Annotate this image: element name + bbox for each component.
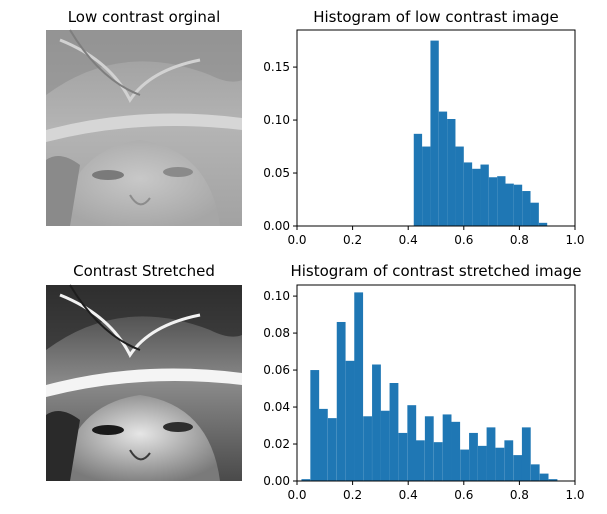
histogram-low-contrast-x-axis: 0.0 0.2 0.4 0.6 0.8 1.0 bbox=[287, 226, 585, 247]
x-tick-label: 0.4 bbox=[399, 233, 418, 247]
histogram-low-contrast-y-axis: 0.00 0.05 0.10 0.15 bbox=[263, 60, 297, 233]
histogram-contrast-stretched-bar bbox=[336, 321, 346, 481]
histogram-contrast-stretched-bar bbox=[442, 414, 452, 481]
histogram-low-contrast-bar bbox=[455, 146, 464, 226]
y-tick-label: 0.10 bbox=[263, 113, 290, 127]
histogram-contrast-stretched-bar bbox=[380, 410, 390, 481]
x-tick-label: 0.8 bbox=[510, 488, 529, 502]
histogram-low-contrast-bar bbox=[472, 168, 481, 226]
y-tick-label: 0.15 bbox=[263, 60, 290, 74]
y-tick-label: 0.10 bbox=[263, 289, 290, 303]
contrast-stretched-image-panel: Contrast Stretched bbox=[46, 262, 242, 481]
contrast-stretched-image-title: Contrast Stretched bbox=[73, 262, 215, 280]
y-tick-label: 0.06 bbox=[263, 363, 290, 377]
histogram-contrast-stretched-bar bbox=[318, 408, 328, 481]
histogram-contrast-stretched-bar bbox=[407, 405, 417, 481]
x-tick-label: 0.0 bbox=[287, 233, 306, 247]
histogram-contrast-stretched-bar bbox=[354, 292, 364, 481]
x-tick-label: 0.6 bbox=[454, 488, 473, 502]
low-contrast-image bbox=[46, 29, 242, 226]
histogram-contrast-stretched-bar bbox=[398, 432, 408, 481]
histogram-low-contrast-bar bbox=[422, 146, 431, 226]
histogram-contrast-stretched-bar bbox=[372, 364, 381, 481]
histogram-low-contrast-bar bbox=[522, 191, 531, 226]
histogram-contrast-stretched-bar bbox=[389, 383, 399, 481]
histogram-contrast-stretched-bar bbox=[504, 440, 514, 481]
histogram-contrast-stretched-bar bbox=[469, 432, 478, 481]
histogram-low-contrast-bar bbox=[463, 162, 473, 226]
histogram-contrast-stretched-bar bbox=[310, 370, 320, 481]
histogram-contrast-stretched-bar bbox=[495, 447, 505, 481]
histogram-low-contrast-bar bbox=[488, 177, 498, 226]
histogram-low-contrast-bar bbox=[430, 40, 439, 227]
contrast-stretched-image bbox=[46, 284, 242, 481]
histogram-low-contrast: Histogram of low contrast image 0.0 0.2 0.… bbox=[263, 8, 584, 247]
histogram-contrast-stretched: Histogram of contrast stretched image 0.… bbox=[263, 262, 584, 502]
histogram-low-contrast-bar bbox=[438, 111, 448, 226]
histogram-contrast-stretched-bar bbox=[363, 416, 372, 481]
y-tick-label: 0.00 bbox=[263, 219, 290, 233]
histogram-low-contrast-title: Histogram of low contrast image bbox=[313, 8, 559, 26]
low-contrast-image-title: Low contrast orginal bbox=[68, 8, 221, 26]
x-tick-label: 1.0 bbox=[565, 233, 584, 247]
histogram-low-contrast-bar bbox=[447, 118, 456, 226]
x-tick-label: 0.4 bbox=[399, 488, 418, 502]
histogram-contrast-stretched-frame bbox=[296, 284, 576, 482]
histogram-contrast-stretched-bar bbox=[327, 418, 337, 481]
y-tick-label: 0.05 bbox=[263, 166, 290, 180]
histogram-contrast-stretched-bar bbox=[539, 473, 549, 481]
histogram-contrast-stretched-bars bbox=[301, 292, 558, 481]
low-contrast-image-panel: Low contrast orginal bbox=[46, 8, 242, 226]
x-tick-label: 0.6 bbox=[454, 233, 473, 247]
histogram-contrast-stretched-bar bbox=[424, 416, 434, 481]
histogram-low-contrast-bar bbox=[505, 183, 514, 226]
histogram-contrast-stretched-title: Histogram of contrast stretched image bbox=[290, 262, 581, 280]
histogram-contrast-stretched-y-axis: 0.00 0.02 0.04 0.06 0.08 0.10 bbox=[263, 289, 297, 488]
histogram-low-contrast-bar bbox=[413, 133, 423, 226]
histogram-contrast-stretched-bar bbox=[513, 455, 523, 481]
x-tick-label: 0.8 bbox=[510, 233, 529, 247]
y-tick-label: 0.08 bbox=[263, 326, 290, 340]
histogram-contrast-stretched-bar bbox=[301, 479, 311, 481]
histogram-contrast-stretched-bar bbox=[433, 442, 443, 481]
histogram-low-contrast-bar bbox=[480, 164, 489, 226]
histogram-contrast-stretched-bar bbox=[521, 427, 531, 481]
y-tick-label: 0.04 bbox=[263, 400, 290, 414]
histogram-contrast-stretched-bar bbox=[451, 421, 461, 481]
x-tick-label: 0.0 bbox=[287, 488, 306, 502]
histogram-low-contrast-bar bbox=[530, 202, 539, 226]
x-tick-label: 0.2 bbox=[343, 233, 362, 247]
x-tick-label: 1.0 bbox=[565, 488, 584, 502]
histogram-contrast-stretched-bar bbox=[530, 464, 540, 481]
histogram-contrast-stretched-bar bbox=[548, 479, 558, 481]
histogram-contrast-stretched-bar bbox=[415, 440, 425, 481]
histogram-low-contrast-bar bbox=[538, 222, 548, 226]
y-tick-label: 0.00 bbox=[263, 474, 290, 488]
y-tick-label: 0.02 bbox=[263, 437, 290, 451]
histogram-contrast-stretched-bar bbox=[477, 445, 487, 481]
x-tick-label: 0.2 bbox=[343, 488, 362, 502]
histogram-contrast-stretched-bar bbox=[486, 427, 496, 481]
histogram-low-contrast-bars bbox=[413, 40, 548, 227]
histogram-contrast-stretched-x-axis: 0.0 0.2 0.4 0.6 0.8 1.0 bbox=[287, 481, 585, 502]
histogram-contrast-stretched-bar bbox=[460, 449, 469, 481]
histogram-contrast-stretched-bar bbox=[345, 360, 355, 481]
histogram-low-contrast-frame bbox=[296, 29, 576, 227]
histogram-low-contrast-bar bbox=[497, 176, 506, 226]
histogram-low-contrast-bar bbox=[513, 184, 523, 226]
